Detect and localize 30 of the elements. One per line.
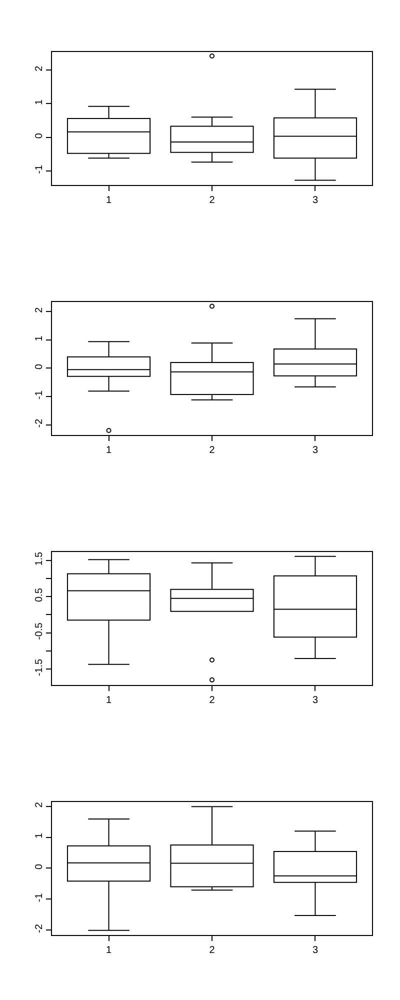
y-tick-label: -1 (34, 390, 45, 400)
y-tick-label: 1 (34, 99, 45, 105)
x-tick-label: 1 (106, 695, 112, 706)
x-tick-label: 1 (106, 445, 112, 456)
x-tick-label: 3 (312, 945, 318, 956)
y-tick-label: -2 (34, 418, 45, 428)
x-tick-label: 2 (209, 695, 216, 706)
y-tick-label: -1.5 (34, 658, 45, 676)
x-tick-label: 1 (106, 195, 112, 206)
y-tick-label: 2 (34, 65, 45, 72)
x-tick-label: 1 (106, 945, 112, 956)
y-tick-label: 1 (34, 335, 45, 342)
x-tick-label: 3 (312, 195, 318, 206)
x-tick-label: 2 (209, 195, 216, 206)
y-tick-label: 1 (34, 832, 45, 839)
y-tick-label: 0 (34, 132, 45, 139)
x-tick-label: 2 (209, 945, 216, 956)
y-tick-label: 0.5 (34, 588, 45, 602)
x-tick-label: 3 (312, 445, 318, 456)
x-tick-label: 2 (209, 445, 216, 456)
y-tick-label: 1.5 (34, 551, 45, 566)
y-tick-label: 0 (34, 863, 45, 870)
y-tick-label: 2 (34, 306, 45, 313)
y-tick-label: -1 (34, 164, 45, 174)
x-tick-label: 3 (312, 695, 318, 706)
y-tick-label: 0 (34, 364, 45, 370)
y-tick-label: -1 (34, 892, 45, 902)
y-tick-label: -2 (34, 924, 45, 934)
y-tick-label: 2 (34, 802, 45, 808)
y-tick-label: -0.5 (34, 622, 45, 640)
